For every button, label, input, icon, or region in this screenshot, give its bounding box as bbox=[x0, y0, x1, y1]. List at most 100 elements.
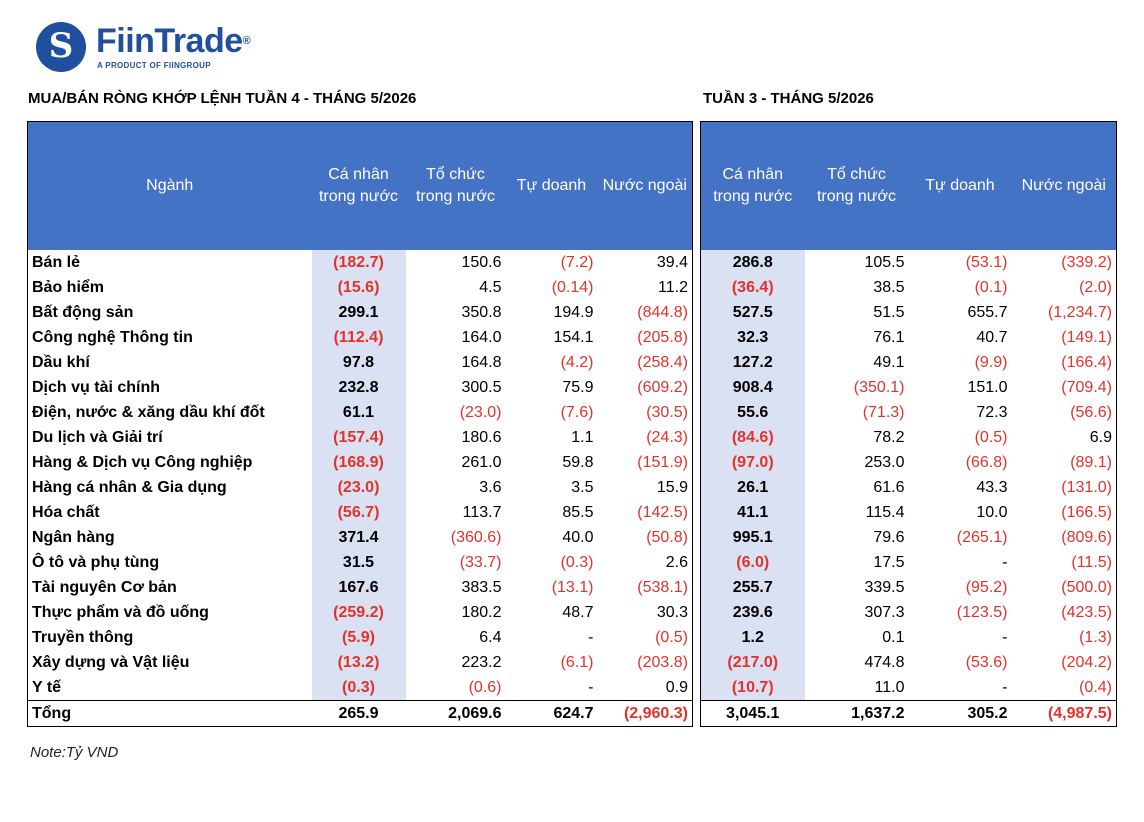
total-row: 3,045.1 1,637.2 305.2 (4,987.5) bbox=[700, 700, 1117, 727]
table-row: 55.6 (71.3) 72.3 (56.6) bbox=[700, 400, 1117, 425]
table-row: 26.1 61.6 43.3 (131.0) bbox=[700, 475, 1117, 500]
institution-cell: 105.5 bbox=[864, 254, 905, 271]
table-row: 255.7 339.5 (95.2) (500.0) bbox=[700, 575, 1117, 600]
individual-cell: (84.6) bbox=[700, 425, 805, 450]
proprietary-cell: (13.1) bbox=[551, 579, 594, 596]
header-sector: Ngành bbox=[27, 121, 312, 250]
individual-cell: 265.9 bbox=[311, 700, 406, 727]
individual-cell: (259.2) bbox=[311, 600, 406, 625]
institution-cell: (360.6) bbox=[450, 529, 502, 546]
proprietary-cell: (4.2) bbox=[560, 354, 594, 371]
week3-header-row: Cá nhân trong nước Tổ chức trong nước Tự… bbox=[700, 121, 1117, 250]
foreign-cell: (1.3) bbox=[1079, 629, 1112, 646]
individual-cell: (15.6) bbox=[311, 275, 406, 300]
total-row: Tổng 265.9 2,069.6 624.7 (2,960.3) bbox=[27, 700, 693, 727]
table-row: 32.3 76.1 40.7 (149.1) bbox=[700, 325, 1117, 350]
proprietary-cell: (0.1) bbox=[974, 279, 1008, 296]
sector-cell: Điện, nước & xăng dầu khí đốt bbox=[32, 404, 265, 421]
institution-cell: 17.5 bbox=[873, 554, 905, 571]
proprietary-cell: (9.9) bbox=[974, 354, 1008, 371]
table-row: 239.6 307.3 (123.5) (423.5) bbox=[700, 600, 1117, 625]
institution-cell: 300.5 bbox=[461, 379, 502, 396]
institution-cell: 115.4 bbox=[865, 504, 905, 521]
table-row: (217.0) 474.8 (53.6) (204.2) bbox=[700, 650, 1117, 675]
brand-name: FiinTrade bbox=[96, 22, 243, 60]
proprietary-cell: 75.9 bbox=[562, 379, 594, 396]
unit-note: Note:Tỷ VND bbox=[30, 744, 119, 761]
foreign-cell: (339.2) bbox=[1061, 254, 1112, 271]
institution-cell: 223.2 bbox=[461, 654, 502, 671]
individual-cell: 286.8 bbox=[700, 250, 805, 275]
header-individual: Cá nhân trong nước bbox=[311, 121, 406, 250]
table-row: Ngân hàng 371.4 (360.6) 40.0 (50.8) bbox=[28, 525, 693, 550]
logo-letter: S bbox=[48, 26, 74, 66]
individual-cell: (182.7) bbox=[311, 250, 406, 275]
institution-cell: (0.6) bbox=[468, 679, 502, 696]
foreign-cell: (0.5) bbox=[655, 629, 688, 646]
sector-cell: Y tế bbox=[32, 679, 62, 696]
individual-cell: 908.4 bbox=[700, 375, 805, 400]
foreign-cell: (2.0) bbox=[1079, 279, 1112, 296]
individual-cell: (56.7) bbox=[311, 500, 406, 525]
institution-cell: (350.1) bbox=[853, 379, 905, 396]
sector-cell: Du lịch và Giải trí bbox=[32, 429, 163, 446]
proprietary-cell: 3.5 bbox=[571, 479, 594, 496]
individual-cell: (13.2) bbox=[311, 650, 406, 675]
sector-cell: Truyền thông bbox=[32, 629, 134, 646]
proprietary-cell: - bbox=[1002, 679, 1008, 696]
foreign-cell: (166.5) bbox=[1061, 504, 1112, 521]
foreign-cell: (11.5) bbox=[1071, 554, 1112, 571]
individual-cell: 127.2 bbox=[700, 350, 805, 375]
individual-cell: 97.8 bbox=[311, 350, 406, 375]
individual-cell: (6.0) bbox=[700, 550, 805, 575]
table-row: (6.0) 17.5 - (11.5) bbox=[700, 550, 1117, 575]
foreign-cell: (204.2) bbox=[1061, 654, 1112, 671]
proprietary-cell: - bbox=[588, 629, 594, 646]
table-row: Bất động sản 299.1 350.8 194.9 (844.8) bbox=[28, 300, 693, 325]
proprietary-cell: (53.6) bbox=[965, 654, 1008, 671]
foreign-cell: (844.8) bbox=[637, 304, 688, 321]
foreign-cell: (4,987.5) bbox=[1011, 700, 1117, 727]
institution-cell: 49.1 bbox=[873, 354, 905, 371]
foreign-cell: (709.4) bbox=[1061, 379, 1112, 396]
table-row: 995.1 79.6 (265.1) (809.6) bbox=[700, 525, 1117, 550]
institution-cell: 6.4 bbox=[479, 629, 502, 646]
individual-cell: (112.4) bbox=[311, 325, 406, 350]
proprietary-cell: - bbox=[1002, 629, 1008, 646]
foreign-cell: (24.3) bbox=[646, 429, 688, 446]
sector-cell: Dịch vụ tài chính bbox=[32, 379, 161, 396]
week4-header-row: Ngành Cá nhân trong nước Tổ chức trong n… bbox=[27, 121, 693, 250]
individual-cell: (0.3) bbox=[311, 675, 406, 701]
table-row: (97.0) 253.0 (66.8) (89.1) bbox=[700, 450, 1117, 475]
sector-cell: Xây dựng và Vật liệu bbox=[32, 654, 190, 671]
sector-cell: Ngân hàng bbox=[32, 529, 115, 546]
institution-cell: 79.6 bbox=[873, 529, 905, 546]
individual-cell: 239.6 bbox=[700, 600, 805, 625]
proprietary-cell: 624.7 bbox=[505, 700, 598, 727]
foreign-cell: (131.0) bbox=[1061, 479, 1112, 496]
proprietary-cell: (7.6) bbox=[560, 404, 594, 421]
sector-cell: Bất động sản bbox=[32, 304, 134, 321]
individual-cell: (157.4) bbox=[311, 425, 406, 450]
proprietary-cell: (6.1) bbox=[560, 654, 594, 671]
table-row: Tài nguyên Cơ bản 167.6 383.5 (13.1) (538.1) bbox=[28, 575, 693, 600]
table-row: Hàng & Dịch vụ Công nghiệp (168.9) 261.0 59… bbox=[28, 450, 693, 475]
table-row: Xây dựng và Vật liệu (13.2) 223.2 (6.1) (203… bbox=[28, 650, 693, 675]
proprietary-cell: 151.0 bbox=[967, 379, 1008, 396]
title-week3: TUẦN 3 - THÁNG 5/2026 bbox=[703, 90, 874, 107]
week3-table: Cá nhân trong nước Tổ chức trong nước Tự… bbox=[700, 121, 1117, 727]
institution-cell: 51.5 bbox=[873, 304, 905, 321]
proprietary-cell: 10.0 bbox=[976, 504, 1008, 521]
sector-cell: Ô tô và phụ tùng bbox=[32, 554, 160, 571]
proprietary-cell: (53.1) bbox=[965, 254, 1008, 271]
table-row: Truyền thông (5.9) 6.4 - (0.5) bbox=[28, 625, 693, 650]
sector-cell: Hàng & Dịch vụ Công nghiệp bbox=[32, 454, 253, 471]
individual-cell: 527.5 bbox=[700, 300, 805, 325]
proprietary-cell: 154.1 bbox=[553, 329, 594, 346]
foreign-cell: 0.9 bbox=[665, 679, 688, 696]
individual-cell: 1.2 bbox=[700, 625, 805, 650]
header-institution: Tổ chức trong nước bbox=[405, 121, 506, 250]
table-row: Y tế (0.3) (0.6) - 0.9 bbox=[28, 675, 693, 701]
proprietary-cell: (0.3) bbox=[560, 554, 594, 571]
institution-cell: 78.2 bbox=[873, 429, 905, 446]
